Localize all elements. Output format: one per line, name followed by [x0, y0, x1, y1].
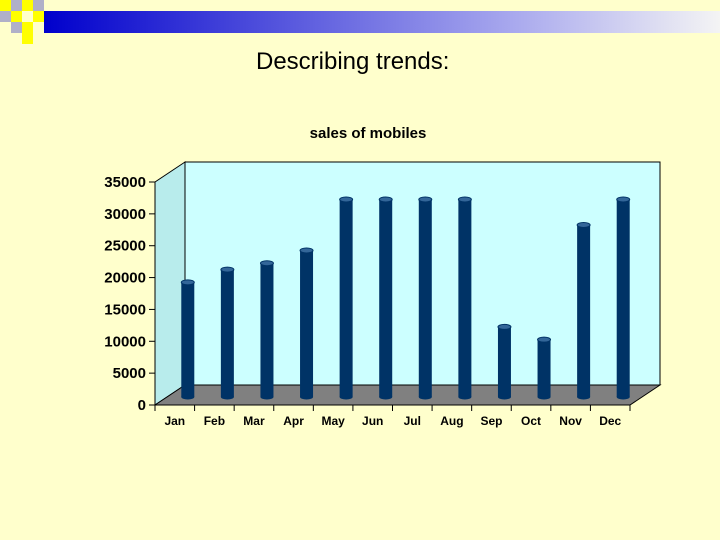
- bar-base: [300, 394, 314, 400]
- bar-body: [300, 250, 314, 397]
- bar-body: [616, 199, 630, 397]
- bar-top: [299, 247, 314, 254]
- bar-base: [418, 394, 432, 400]
- y-tick-label: 35000: [104, 174, 146, 191]
- bar-base: [339, 394, 353, 400]
- decor-square-yellow: [22, 0, 33, 11]
- decor-square-yellow: [33, 11, 44, 22]
- decor-square-yellow: [22, 33, 33, 44]
- bar-may: [339, 196, 354, 400]
- x-tick-label: Feb: [204, 414, 225, 428]
- bar-base: [379, 394, 393, 400]
- x-tick-label: May: [321, 414, 345, 428]
- slide-title: Describing trends:: [256, 48, 450, 75]
- bar-base: [458, 394, 472, 400]
- bar-body: [577, 224, 591, 397]
- bar-jun: [378, 196, 393, 400]
- x-tick-label: Jun: [362, 414, 383, 428]
- bar-body: [181, 282, 195, 397]
- x-tick-label: Oct: [521, 414, 541, 428]
- y-tick-label: 15000: [104, 301, 146, 318]
- decor-square-gray: [0, 11, 11, 22]
- bar-top: [220, 266, 235, 273]
- decor-square-gray: [33, 0, 44, 11]
- bar-body: [497, 326, 511, 397]
- decor-square-yellow: [0, 0, 11, 11]
- bar-top: [180, 279, 195, 286]
- bar-nov: [576, 221, 591, 400]
- bar-sep: [497, 323, 512, 400]
- y-tick-label: 5000: [113, 365, 146, 382]
- bar-body: [379, 199, 393, 397]
- decor-square-yellow: [22, 22, 33, 33]
- x-tick-label: Mar: [243, 414, 265, 428]
- bar-apr: [299, 247, 314, 400]
- x-axis: Jan Feb Mar Apr May Jun Jul Aug Sep Oct Nov Dec: [154, 405, 631, 428]
- decor-square-gray: [11, 22, 22, 33]
- bar-oct: [537, 336, 552, 400]
- bar-body: [339, 199, 353, 397]
- x-tick-label: Sep: [480, 414, 502, 428]
- x-tick-label: Dec: [599, 414, 621, 428]
- bar-base: [220, 394, 234, 400]
- decorative-header-bar: [0, 0, 720, 44]
- bar-feb: [220, 266, 235, 400]
- bar-aug: [457, 196, 472, 400]
- bar-top: [616, 196, 631, 203]
- y-tick-label: 30000: [104, 206, 146, 223]
- x-tick-label: Apr: [283, 414, 304, 428]
- y-tick-label: 10000: [104, 333, 146, 350]
- y-tick-label: 0: [138, 397, 146, 414]
- bar-mar: [259, 260, 274, 400]
- bar-body: [220, 269, 234, 397]
- y-tick-label: 25000: [104, 238, 146, 255]
- bar-base: [616, 394, 630, 400]
- bar-body: [537, 339, 551, 397]
- x-tick-label: Nov: [559, 414, 582, 428]
- x-tick-label: Jul: [404, 414, 421, 428]
- bar-top: [537, 336, 552, 343]
- bar-top: [339, 196, 354, 203]
- bar-base: [497, 394, 511, 400]
- y-axis: 0 5000 10000 15000 20000 25000 30000 35000: [104, 174, 156, 414]
- bar-series: [180, 196, 631, 400]
- bar-body: [260, 263, 274, 397]
- decor-square-gray: [11, 0, 22, 11]
- decor-square-yellow: [11, 11, 22, 22]
- y-tick-label: 20000: [104, 270, 146, 287]
- bar-dec: [616, 196, 631, 400]
- bar-top: [259, 260, 274, 267]
- x-tick-label: Jan: [164, 414, 185, 428]
- bar-base: [260, 394, 274, 400]
- bar-top: [497, 323, 512, 330]
- bar-body: [458, 199, 472, 397]
- header-gradient-band: [44, 11, 720, 33]
- bar-top: [576, 221, 591, 228]
- bar-top: [378, 196, 393, 203]
- chart-title: sales of mobiles: [310, 125, 427, 142]
- bar-jul: [418, 196, 433, 400]
- bar-top: [457, 196, 472, 203]
- chart-side-wall: [154, 161, 186, 406]
- bar-base: [577, 394, 591, 400]
- bar-base: [537, 394, 551, 400]
- bar-jan: [180, 279, 195, 400]
- bar-base: [181, 394, 195, 400]
- bar-top: [418, 196, 433, 203]
- bar-body: [418, 199, 432, 397]
- x-tick-label: Aug: [440, 414, 463, 428]
